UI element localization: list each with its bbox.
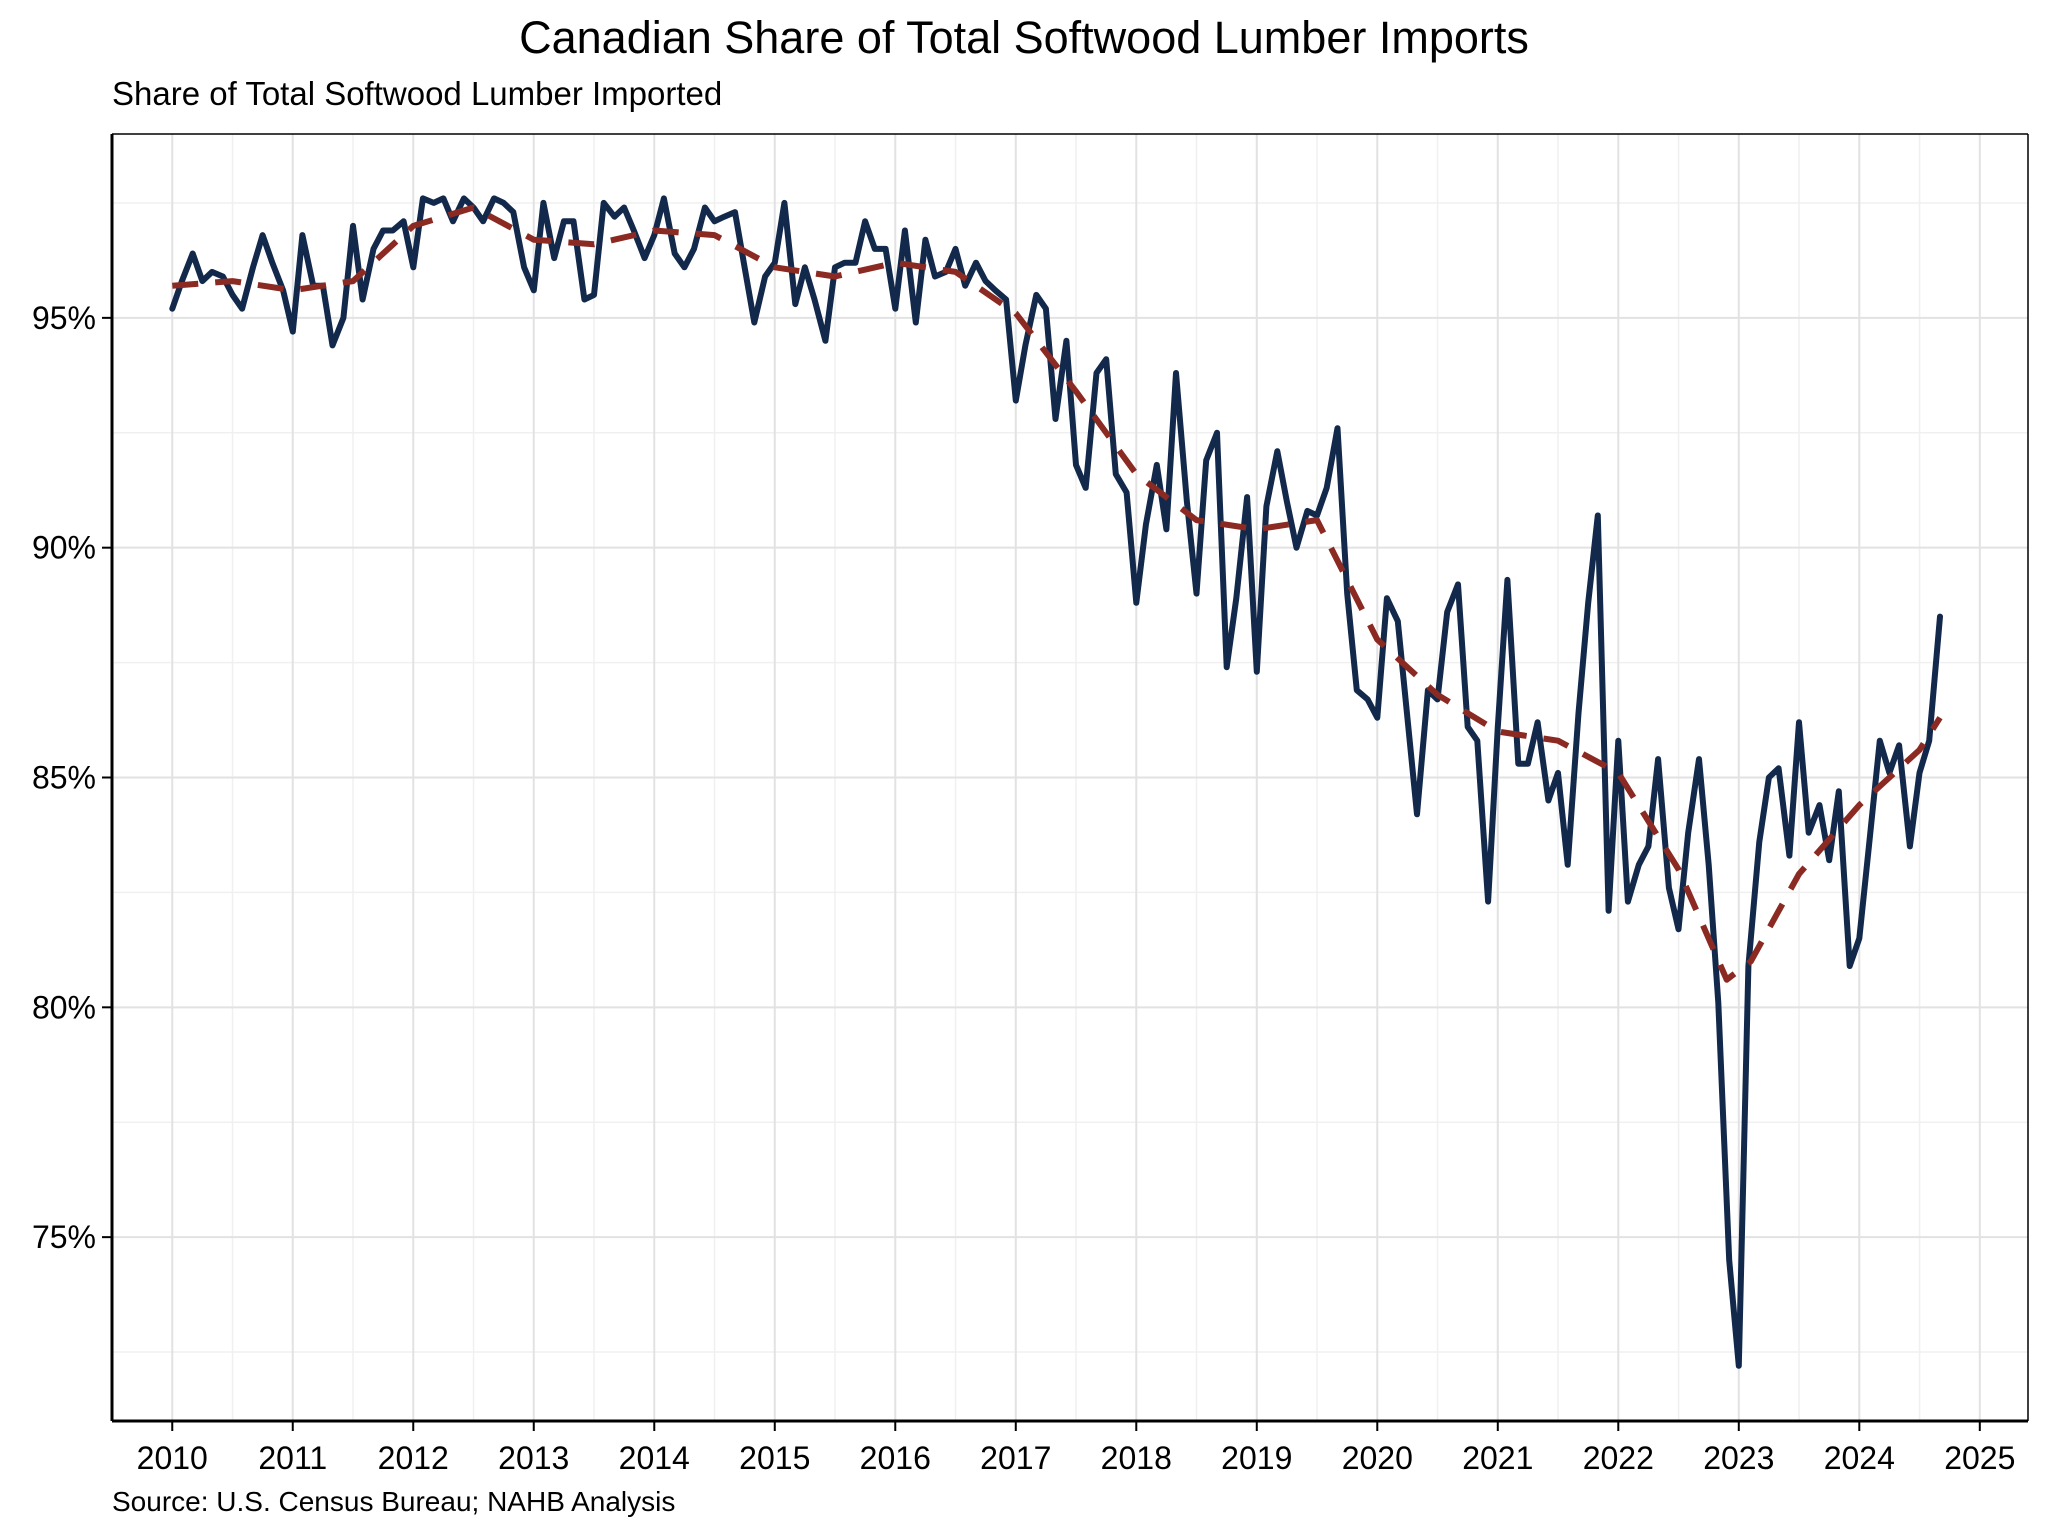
- x-tick-label: 2013: [498, 1440, 569, 1476]
- y-tick-label: 75%: [32, 1219, 96, 1255]
- series-line-solid: [169, 195, 1943, 1369]
- x-tick-label: 2018: [1101, 1440, 1172, 1476]
- y-tick-label: 90%: [32, 530, 96, 566]
- x-tick-label: 2014: [619, 1440, 690, 1476]
- x-tick-label: 2017: [980, 1440, 1051, 1476]
- x-tick-label: 2011: [258, 1440, 327, 1476]
- x-tick-label: 2022: [1583, 1440, 1654, 1476]
- x-tick-label: 2012: [378, 1440, 449, 1476]
- grid-lines: [111, 134, 2028, 1421]
- series-line-dashed: [172, 204, 1943, 983]
- chart-subtitle: Share of Total Softwood Lumber Imported: [112, 75, 723, 112]
- chart-source: Source: U.S. Census Bureau; NAHB Analysi…: [112, 1486, 676, 1517]
- x-tick-label: 2020: [1342, 1440, 1413, 1476]
- x-tick-label: 2016: [860, 1440, 931, 1476]
- x-tick-label: 2024: [1824, 1440, 1895, 1476]
- axes: [102, 133, 2029, 1431]
- x-tick-label: 2010: [137, 1440, 208, 1476]
- y-tick-label: 95%: [32, 300, 96, 336]
- x-tick-label: 2019: [1221, 1440, 1292, 1476]
- x-tick-label: 2021: [1462, 1440, 1533, 1476]
- y-tick-label: 80%: [32, 989, 96, 1025]
- series-layer: [169, 195, 1943, 1369]
- tick-labels: 2010 2011 2012 2013 2014 2015 2016 2017 2018 2019…: [32, 300, 2015, 1476]
- y-tick-label: 85%: [32, 760, 96, 796]
- chart-title: Canadian Share of Total Softwood Lumber …: [519, 12, 1529, 63]
- x-tick-label: 2025: [1944, 1440, 2015, 1476]
- x-tick-label: 2023: [1703, 1440, 1774, 1476]
- x-tick-label: 2015: [739, 1440, 810, 1476]
